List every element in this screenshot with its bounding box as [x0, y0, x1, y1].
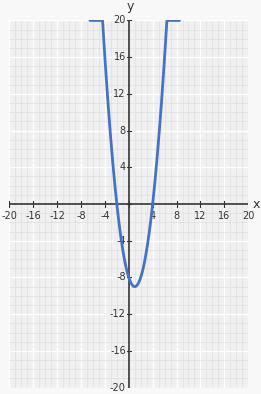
Text: 16: 16 — [114, 52, 126, 62]
Text: 4: 4 — [120, 162, 126, 172]
Text: -12: -12 — [49, 211, 65, 221]
Text: -12: -12 — [110, 309, 126, 319]
Text: -16: -16 — [110, 346, 126, 356]
Text: -8: -8 — [116, 273, 126, 282]
Text: -20: -20 — [110, 383, 126, 392]
Text: 8: 8 — [174, 211, 180, 221]
Text: 12: 12 — [194, 211, 207, 221]
Text: 16: 16 — [218, 211, 230, 221]
Text: 4: 4 — [150, 211, 156, 221]
Text: y: y — [127, 0, 134, 13]
Text: -16: -16 — [25, 211, 41, 221]
Text: 20: 20 — [242, 211, 254, 221]
Text: 20: 20 — [113, 15, 126, 26]
Text: -4: -4 — [100, 211, 110, 221]
Text: -20: -20 — [1, 211, 17, 221]
Text: 12: 12 — [113, 89, 126, 99]
Text: 8: 8 — [120, 126, 126, 136]
Text: x: x — [253, 197, 260, 210]
Text: -4: -4 — [116, 236, 126, 246]
Text: -8: -8 — [76, 211, 86, 221]
